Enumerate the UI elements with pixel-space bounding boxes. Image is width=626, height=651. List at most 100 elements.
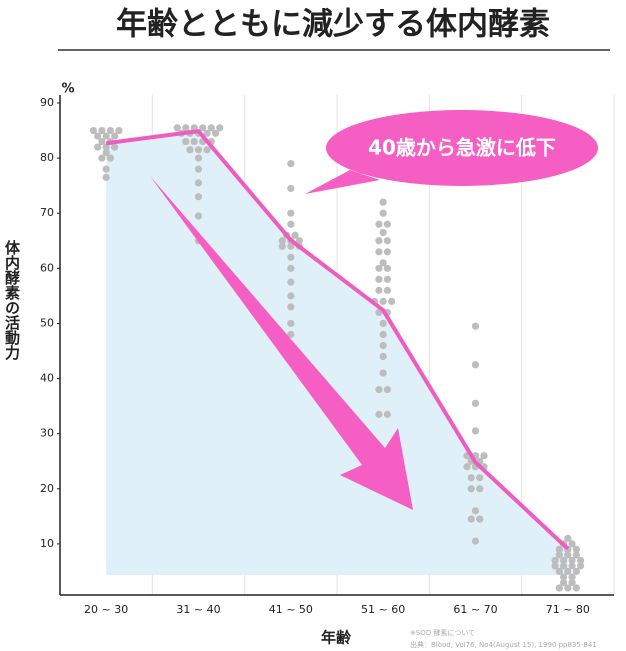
sample-dot <box>564 551 572 559</box>
sample-dot <box>211 129 220 137</box>
sample-dot <box>383 237 392 245</box>
sample-dot <box>375 220 383 228</box>
sample-dot <box>555 584 563 592</box>
sample-dot <box>467 485 475 493</box>
sample-dot <box>375 237 383 245</box>
sample-dot <box>287 278 295 286</box>
sample-dot <box>94 143 102 151</box>
sample-dot <box>383 410 392 418</box>
sample-dot <box>375 286 383 294</box>
note: ※SOD 酵素について <box>410 628 475 637</box>
sample-dot <box>287 209 295 217</box>
sample-dot <box>194 165 203 173</box>
sample-dot <box>572 567 580 576</box>
x-tick-label: 41 ~ 50 <box>269 603 313 616</box>
sample-dot <box>102 173 110 181</box>
x-tick-label: 71 ~ 80 <box>546 603 590 616</box>
x-tick-label: 61 ~ 70 <box>453 603 497 616</box>
sample-dot <box>98 126 106 135</box>
x-axis-label: 年齢 <box>321 629 352 647</box>
sample-dot <box>106 154 115 162</box>
sample-dot <box>287 242 295 250</box>
trend-arrow <box>150 176 413 510</box>
sample-dot <box>194 212 203 220</box>
sample-dot <box>203 146 211 154</box>
sample-dot <box>295 237 303 245</box>
sample-dot <box>216 124 224 132</box>
sample-dot <box>388 297 396 305</box>
sample-dot <box>379 330 387 339</box>
sample-dot <box>194 154 203 162</box>
y-axis-label: 体内酵素の活動力 <box>3 239 21 361</box>
sample-dot <box>568 562 576 570</box>
sample-dot <box>559 578 568 587</box>
sample-dot <box>375 385 383 394</box>
sample-dot <box>173 124 181 132</box>
sample-dot <box>102 143 110 151</box>
sample-dot <box>383 248 392 256</box>
sample-dot <box>379 198 387 206</box>
sample-dot <box>383 286 392 294</box>
y-tick-label: 50 <box>40 316 54 329</box>
sample-dot <box>559 556 568 565</box>
sample-dot <box>463 463 471 471</box>
y-tick-label: 30 <box>40 427 54 440</box>
sample-dot <box>379 319 387 328</box>
y-tick-label: 10 <box>40 537 54 550</box>
sample-dot <box>564 584 572 592</box>
sample-dot <box>287 303 295 311</box>
sample-dot <box>379 341 387 350</box>
sample-dot <box>379 369 387 377</box>
sample-dot <box>182 124 190 132</box>
sample-dot <box>471 399 480 407</box>
sample-dot <box>471 361 480 369</box>
x-tick-label: 51 ~ 60 <box>361 603 405 616</box>
sample-dot <box>278 242 286 250</box>
sample-dot <box>278 237 286 245</box>
sample-dot <box>207 124 215 132</box>
sample-dot <box>375 275 383 283</box>
sample-dot <box>568 556 576 565</box>
sample-dot <box>102 149 110 157</box>
sample-dot <box>98 137 106 146</box>
sample-dot <box>471 507 480 515</box>
sample-dot <box>480 452 488 460</box>
sample-dot <box>287 253 295 261</box>
x-tick-label: 20 ~ 30 <box>84 603 128 616</box>
sample-dot <box>471 322 480 330</box>
y-tick-label: 40 <box>40 372 54 385</box>
sample-dot <box>203 129 211 137</box>
sample-dot <box>106 126 115 135</box>
sample-dot <box>102 165 110 173</box>
y-tick-label: 80 <box>40 151 54 164</box>
sample-dot <box>568 578 576 587</box>
sample-dot <box>199 124 207 132</box>
sample-dot <box>467 515 475 523</box>
sample-dot <box>287 292 295 300</box>
sample-dot <box>476 485 484 493</box>
y-tick-label: 70 <box>40 206 54 219</box>
sample-dot <box>194 179 203 187</box>
sample-dot <box>194 193 203 201</box>
sample-dot <box>111 132 119 140</box>
sample-dot <box>287 330 295 339</box>
sample-dot <box>476 474 484 482</box>
sample-dot <box>194 146 203 154</box>
sample-dot <box>383 385 392 394</box>
sample-dot <box>555 567 563 576</box>
sample-dot <box>383 220 392 228</box>
sample-dot <box>186 146 194 154</box>
sample-dot <box>287 264 295 272</box>
sample-dot <box>379 297 387 305</box>
sample-dot <box>383 264 392 272</box>
y-tick-label: 90 <box>40 96 54 109</box>
sample-dot <box>476 515 484 523</box>
sample-dot <box>572 545 580 554</box>
sample-dot <box>287 184 295 193</box>
sample-dot <box>568 573 576 581</box>
sample-dot <box>576 562 585 570</box>
sample-dot <box>559 573 568 581</box>
sample-dot <box>287 160 295 168</box>
sample-dot <box>102 132 110 140</box>
